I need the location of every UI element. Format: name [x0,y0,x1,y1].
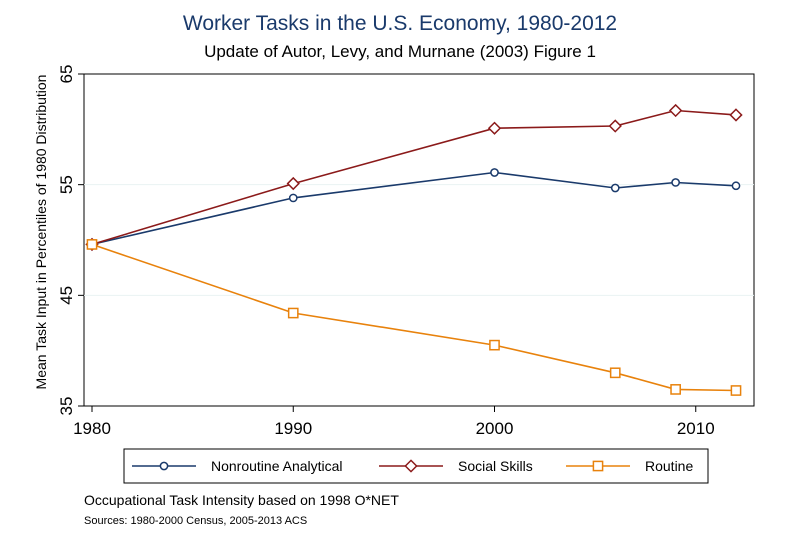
data-point-nonroutine-analytical [671,178,680,187]
y-axis-title: Mean Task Input in Percentiles of 1980 D… [33,75,49,390]
note-sources: Sources: 1980-2000 Census, 2005-2013 ACS [84,515,307,527]
y-tick-label: 65 [57,65,76,84]
x-tick-label: 2010 [677,419,715,438]
data-point-social-skills [487,121,502,135]
series-lines [85,103,743,396]
y-axis: 35 45 55 65 [57,65,84,416]
data-point-routine [609,367,621,379]
data-point-routine [287,307,299,319]
legend-marker-routine [592,460,604,472]
plot-area [83,73,755,407]
data-point-routine [86,239,98,250]
data-point-nonroutine-analytical [490,168,499,177]
data-point-social-skills [286,176,300,191]
data-point-nonroutine-analytical [288,193,298,203]
series-line-social-skills [91,109,737,246]
legend: Nonroutine Analytical Social Skills Routin… [132,458,693,474]
legend-label-nonroutine-analytical: Nonroutine Analytical [211,458,343,474]
y-tick-label: 35 [57,397,76,416]
legend-label-social-skills: Social Skills [458,458,533,474]
data-point-social-skills [729,108,743,122]
x-tick-label: 2000 [476,419,514,438]
y-tick-label: 55 [57,175,76,194]
legend-label-routine: Routine [645,458,693,474]
series-line-routine [91,243,737,392]
x-tick-label: 1990 [274,419,312,438]
data-point-routine [489,339,500,351]
y-tick-label: 45 [57,286,76,305]
data-point-routine [670,384,681,395]
data-point-social-skills [668,103,683,118]
gridlines [84,184,754,296]
series-line-nonroutine-analytical [91,171,737,246]
chart-subtitle: Update of Autor, Levy, and Murnane (2003… [204,42,596,61]
note-task-intensity: Occupational Task Intensity based on 199… [84,492,399,508]
legend-marker-nonroutine-analytical [159,461,169,471]
data-point-routine [730,385,742,396]
x-tick-label: 1980 [73,419,111,438]
chart-title: Worker Tasks in the U.S. Economy, 1980-2… [183,12,617,35]
data-point-nonroutine-analytical [731,181,741,191]
data-point-social-skills [608,119,622,133]
legend-marker-social-skills [404,459,418,473]
data-point-nonroutine-analytical [610,183,620,193]
x-axis: 1980 1990 2000 2010 [73,406,715,438]
